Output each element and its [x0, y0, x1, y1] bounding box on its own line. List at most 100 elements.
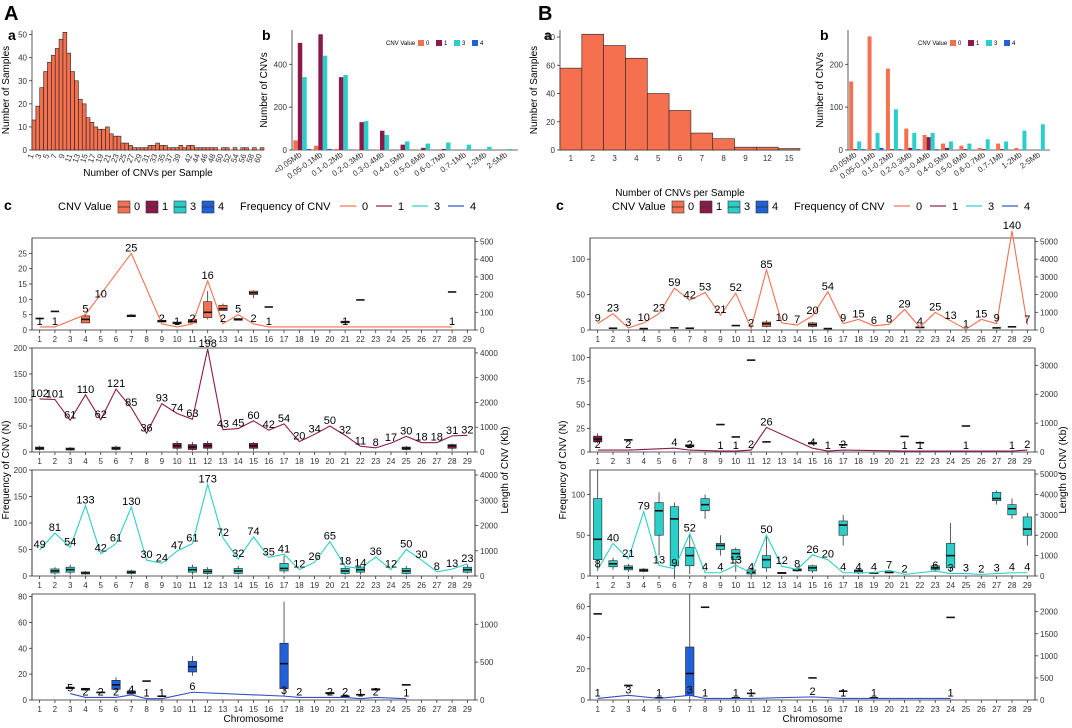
- y-left-Bc0-tick-label: 100: [572, 255, 586, 264]
- y-left-Bc3-tick-label: 100: [572, 490, 586, 499]
- x-tick-label-Bc0: 5: [657, 335, 662, 344]
- x-tick-label-Ac4: 13: [218, 705, 227, 714]
- x-tick-label-Ba: 8: [721, 154, 726, 163]
- bar-Bb-series-1: [981, 149, 986, 150]
- x-tick-label-Aa: 13: [71, 152, 83, 164]
- bar-Aa: [182, 147, 187, 151]
- legend-cnv-value-title: CNV Value: [612, 201, 666, 213]
- box-Bc3: [838, 520, 848, 536]
- bar-Bb-series-1: [926, 137, 931, 150]
- x-tick-label-Ac4: 29: [463, 705, 472, 714]
- y-Ab-tick-label: 400: [274, 60, 288, 69]
- x-tick-label-Bc1: 26: [977, 457, 986, 466]
- x-tick-label-Ac3: 20: [325, 581, 334, 590]
- bar-Aa: [124, 142, 129, 151]
- x-tick-label-Ac1: 18: [295, 457, 304, 466]
- x-tick-label-Ac1: 25: [402, 457, 411, 466]
- freq-label-Bc0: 2: [748, 318, 754, 330]
- x-tick-label-Ac3: 27: [432, 581, 441, 590]
- bar-Bb-series-1: [853, 149, 858, 150]
- freq-label-Bc0: 9: [994, 313, 1000, 325]
- x-tick-label-Aa: 23: [109, 152, 121, 164]
- x-tick-label-Ac3: 1: [37, 581, 42, 590]
- bar-Aa: [155, 142, 160, 151]
- x-tick-label-Aa: 19: [94, 152, 106, 164]
- freq-label-Ac3: 47: [171, 540, 183, 552]
- x-tick-label-Bc0: 3: [626, 335, 631, 344]
- x-tick-label-Aa: 29: [133, 152, 145, 164]
- y-Aa-tick-label: 40: [18, 54, 27, 63]
- bar-Aa: [143, 147, 149, 151]
- freq-label-Ac1: 54: [278, 413, 290, 425]
- freq-label-Bc4: 1: [733, 687, 739, 699]
- freq-label-Ac4: 3: [281, 685, 287, 697]
- panel-title-A: A: [4, 3, 18, 25]
- x-tick-label-Bc0: 29: [1023, 335, 1032, 344]
- bar-Bb-series-4: [916, 149, 921, 150]
- x-tick-label-Ac3: 21: [341, 581, 350, 590]
- freq-label-Ac3: 50: [400, 539, 412, 551]
- freq-label-Ac1: 17: [385, 432, 397, 444]
- x-tick-label-Bc0: 16: [823, 335, 832, 344]
- freq-label-Bc3: 4: [840, 562, 846, 574]
- legend-swatch-Bb-0: [950, 40, 956, 46]
- x-tick-label-Ac4: 20: [325, 705, 334, 714]
- x-tick-label-Ac3: 17: [280, 581, 289, 590]
- freq-label-Ac3: 13: [446, 558, 458, 570]
- x-tick-label-Bc4: 22: [915, 705, 924, 714]
- x-tick-label-Bc0: 28: [1008, 335, 1017, 344]
- x-tick-label-Ac4: 9: [160, 705, 165, 714]
- freq-label-Ac1: 36: [140, 422, 152, 434]
- legend-swatch-Bb-3: [986, 40, 992, 46]
- x-tick-label-Ac0: 26: [417, 335, 426, 344]
- y-Aa-tick-label: 20: [18, 100, 27, 109]
- x-tick-label-Bc3: 4: [641, 581, 646, 590]
- x-tick-label-Bc0: 24: [946, 335, 955, 344]
- x-tick-label-Ac1: 1: [37, 457, 42, 466]
- y-right-Ac3-tick-label: 4000: [480, 471, 498, 480]
- freq-label-Ac4: 4: [128, 684, 134, 696]
- x-tick-label-Bc1: 8: [703, 457, 708, 466]
- freq-label-Ac1: 50: [324, 415, 336, 427]
- x-tick-label-Bc4: 1: [595, 705, 600, 714]
- x-tick-label-Bc4: 2: [611, 705, 616, 714]
- freq-label-Ac1: 32: [339, 424, 351, 436]
- y-right-Bc3-tick-label: 5000: [1040, 470, 1058, 479]
- legend-box-label-4: 4: [772, 201, 778, 213]
- freq-label-Ac1: 101: [46, 388, 64, 400]
- freq-label-Ac0: 1: [52, 316, 58, 328]
- plot-frame-Bc4: [589, 593, 1036, 701]
- x-tick-label-Ac3: 2: [53, 581, 58, 590]
- y-axis-title-right-Bc: Length of CNV (Kb): [1058, 426, 1069, 513]
- bar-Aa: [240, 147, 245, 151]
- x-tick-label-Ac0: 27: [432, 335, 441, 344]
- freq-label-Bc0: 20: [806, 305, 818, 317]
- freq-label-Ac4: 6: [189, 681, 195, 693]
- x-tick-label-Ac0: 11: [188, 335, 197, 344]
- x-tick-label-Bc4: 19: [869, 705, 878, 714]
- freq-label-Ac1: 102: [30, 388, 48, 400]
- bar-Bb-series-4: [897, 149, 902, 150]
- freq-label-Ac1: 110: [77, 384, 95, 396]
- x-tick-label-Bc1: 27: [992, 457, 1001, 466]
- legend-line-label-1: 1: [398, 201, 404, 213]
- freq-label-Ac1: 18: [431, 432, 443, 444]
- legend-freq-title: Frequency of CNV: [240, 201, 331, 213]
- y-right-Bc0-tick-label: 5000: [1040, 238, 1058, 247]
- x-tick-label-Ac4: 6: [114, 705, 119, 714]
- x-tick-label-Aa: 48: [206, 152, 218, 164]
- bar-Aa: [39, 87, 44, 151]
- x-tick-label-Ba: 9: [743, 154, 748, 163]
- y-axis-title-Ba: Number of Samples: [529, 46, 540, 134]
- freq-label-Ac3: 54: [64, 536, 76, 548]
- freq-label-Ac0: 2: [250, 313, 256, 325]
- bar-Bb-series-3: [1040, 124, 1045, 150]
- freq-label-Bc0: 52: [730, 282, 742, 294]
- box-Bc3: [593, 498, 603, 560]
- x-tick-label-Ac4: 19: [310, 705, 319, 714]
- bar-Aa: [170, 147, 176, 151]
- x-tick-label-Bc0: 13: [777, 335, 786, 344]
- legend-line-label-0: 0: [916, 201, 922, 213]
- y-right-Bc1-tick-label: 1000: [1040, 419, 1058, 428]
